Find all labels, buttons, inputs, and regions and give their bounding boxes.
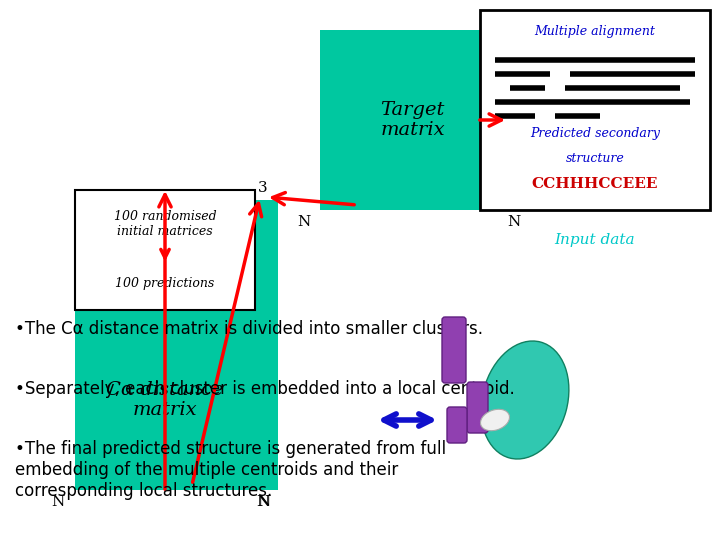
Ellipse shape: [481, 341, 569, 459]
Text: N: N: [257, 495, 270, 509]
Text: Multiple alignment: Multiple alignment: [534, 25, 655, 38]
Text: N: N: [507, 215, 521, 229]
Text: Target
matrix: Target matrix: [380, 100, 445, 139]
FancyBboxPatch shape: [447, 407, 467, 443]
FancyBboxPatch shape: [442, 317, 466, 383]
FancyBboxPatch shape: [248, 200, 278, 490]
Text: Input data: Input data: [554, 233, 635, 247]
Text: 100 randomised
initial matrices: 100 randomised initial matrices: [114, 210, 216, 238]
Text: •Separately, each cluster is embedded into a local centroid.: •Separately, each cluster is embedded in…: [15, 380, 515, 398]
Text: 100 predictions: 100 predictions: [115, 277, 215, 290]
FancyBboxPatch shape: [480, 10, 710, 210]
Text: Predicted secondary: Predicted secondary: [530, 127, 660, 140]
FancyBboxPatch shape: [75, 190, 255, 310]
Text: Cα distance
matrix: Cα distance matrix: [107, 381, 224, 420]
Text: CCHHHCCEEE: CCHHHCCEEE: [532, 177, 658, 191]
Ellipse shape: [480, 409, 510, 431]
Text: N: N: [297, 215, 310, 229]
FancyBboxPatch shape: [320, 30, 505, 210]
Text: •The Cα distance matrix is divided into smaller clusters.: •The Cα distance matrix is divided into …: [15, 320, 483, 338]
Text: N: N: [52, 495, 65, 509]
Text: structure: structure: [566, 152, 624, 165]
Text: N: N: [256, 495, 269, 509]
Text: •The final predicted structure is generated from full
embedding of the multiple : •The final predicted structure is genera…: [15, 440, 446, 500]
FancyBboxPatch shape: [75, 310, 255, 490]
Text: 3: 3: [258, 181, 268, 195]
FancyBboxPatch shape: [467, 382, 488, 433]
